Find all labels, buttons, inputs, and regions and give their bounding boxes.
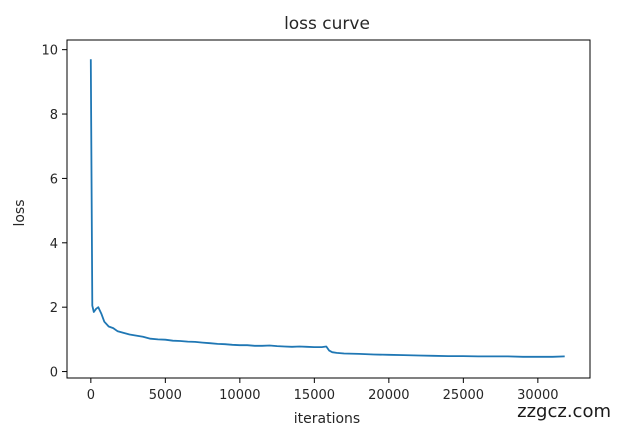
x-tick-label: 25000 bbox=[443, 388, 484, 403]
x-tick-label: 30000 bbox=[517, 388, 558, 403]
y-tick-label: 0 bbox=[50, 366, 58, 381]
plot-frame bbox=[66, 39, 591, 379]
x-axis-ticks: 0 5000 10000 15000 20000 25000 30000 bbox=[87, 378, 559, 403]
series-group bbox=[89, 59, 565, 358]
series-line bbox=[89, 59, 565, 358]
y-axis-label: loss bbox=[12, 199, 28, 226]
plot-area bbox=[66, 39, 591, 379]
y-tick-label: 8 bbox=[50, 108, 58, 123]
x-tick-label: 20000 bbox=[368, 388, 409, 403]
y-tick-label: 10 bbox=[41, 44, 58, 59]
chart-title: loss curve bbox=[284, 14, 370, 34]
y-tick-label: 4 bbox=[50, 237, 58, 252]
y-axis-ticks: 0 2 4 6 8 10 bbox=[41, 44, 67, 381]
x-tick-label: 15000 bbox=[294, 388, 335, 403]
y-tick-label: 6 bbox=[50, 172, 58, 187]
x-tick-label: 10000 bbox=[219, 388, 260, 403]
watermark: zzgcz.com bbox=[513, 401, 615, 422]
y-tick-label: 2 bbox=[50, 301, 58, 316]
x-tick-label: 5000 bbox=[149, 388, 182, 403]
x-axis-label: iterations bbox=[294, 411, 360, 427]
x-tick-label: 0 bbox=[87, 388, 95, 403]
